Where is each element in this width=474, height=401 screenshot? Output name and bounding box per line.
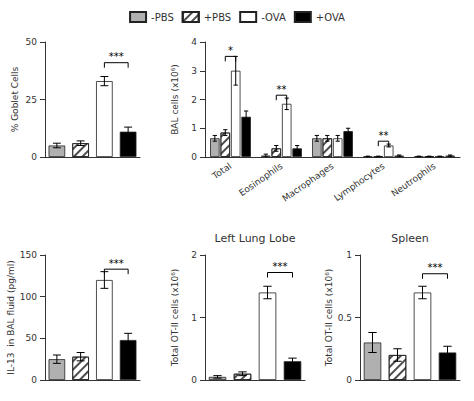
svg-text:1: 1 bbox=[191, 123, 197, 133]
svg-text:50: 50 bbox=[26, 333, 38, 343]
svg-text:-PBS: -PBS bbox=[151, 12, 174, 23]
svg-text:Neutrophils: Neutrophils bbox=[389, 161, 437, 199]
svg-text:1: 1 bbox=[346, 250, 352, 260]
svg-text:***: *** bbox=[109, 258, 124, 269]
svg-text:0.5: 0.5 bbox=[338, 313, 352, 323]
svg-text:3: 3 bbox=[191, 66, 197, 76]
svg-text:BAL cells (x10⁶): BAL cells (x10⁶) bbox=[170, 64, 180, 135]
svg-text:1: 1 bbox=[191, 313, 197, 323]
svg-text:***: *** bbox=[273, 261, 288, 272]
svg-text:Spleen: Spleen bbox=[391, 232, 429, 245]
svg-text:2: 2 bbox=[191, 95, 197, 105]
svg-text:Lymphocytes: Lymphocytes bbox=[332, 161, 387, 203]
svg-text:+OVA: +OVA bbox=[316, 12, 345, 23]
svg-text:Total OT-II cells (x10⁶): Total OT-II cells (x10⁶) bbox=[170, 269, 180, 368]
svg-text:4: 4 bbox=[191, 37, 197, 47]
svg-text:Total: Total bbox=[210, 161, 234, 182]
svg-text:-OVA: -OVA bbox=[261, 12, 286, 23]
svg-text:*: * bbox=[228, 45, 233, 56]
svg-text:Total OT-II cells (x10⁶): Total OT-II cells (x10⁶) bbox=[324, 269, 334, 368]
svg-text:Eosinophils: Eosinophils bbox=[237, 161, 285, 198]
svg-text:50: 50 bbox=[26, 37, 38, 47]
svg-text:25: 25 bbox=[26, 95, 37, 105]
svg-text:2: 2 bbox=[191, 250, 197, 260]
svg-text:**: ** bbox=[379, 130, 389, 141]
svg-text:Macrophages: Macrophages bbox=[280, 161, 335, 204]
svg-text:0: 0 bbox=[31, 152, 37, 162]
svg-text:**: ** bbox=[277, 84, 287, 95]
svg-text:100: 100 bbox=[20, 292, 37, 302]
svg-text:***: *** bbox=[109, 51, 124, 62]
svg-text:% Goblet Cells: % Goblet Cells bbox=[10, 66, 20, 132]
svg-text:0: 0 bbox=[31, 375, 37, 385]
svg-text:IL-13 in BAL fluid (pg/ml): IL-13 in BAL fluid (pg/ml) bbox=[6, 260, 16, 374]
svg-text:***: *** bbox=[428, 262, 443, 273]
svg-text:0: 0 bbox=[191, 375, 197, 385]
svg-text:+PBS: +PBS bbox=[204, 12, 231, 23]
svg-text:Left Lung Lobe: Left Lung Lobe bbox=[215, 232, 296, 245]
svg-text:150: 150 bbox=[20, 250, 37, 260]
svg-text:0: 0 bbox=[191, 152, 197, 162]
svg-text:0: 0 bbox=[346, 375, 352, 385]
